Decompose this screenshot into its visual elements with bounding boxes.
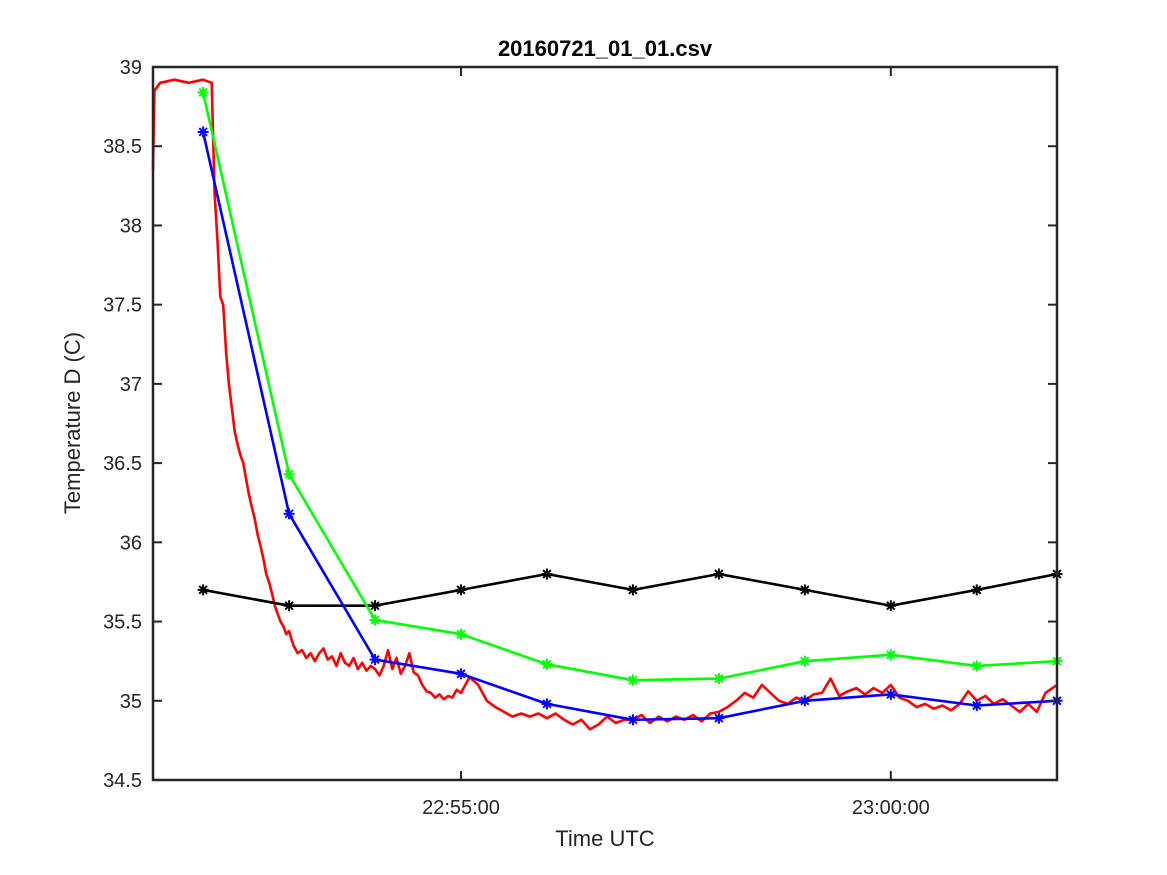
series-blue-trace <box>197 126 1063 726</box>
y-tick-label: 34.5 <box>103 770 142 792</box>
x-tick-label: 22:55:00 <box>422 797 500 819</box>
y-tick-label: 35.5 <box>103 612 142 634</box>
data-point-marker <box>369 600 381 612</box>
x-axis-label: Time UTC <box>555 826 655 851</box>
data-point-marker <box>713 712 725 724</box>
data-point-marker <box>455 584 467 596</box>
series-red-trace <box>151 78 1058 731</box>
data-point-marker <box>713 673 725 685</box>
data-point-marker <box>369 614 381 626</box>
data-point-marker <box>799 695 811 707</box>
series-line <box>201 131 1058 722</box>
data-point-marker <box>971 584 983 596</box>
y-axis-ticks: 34.5 35 35.5 36 36.5 37 37.5 38 38.5 39 <box>103 57 1057 792</box>
data-point-marker <box>197 126 209 138</box>
data-point-marker <box>627 714 639 726</box>
data-point-marker <box>541 698 553 710</box>
data-point-marker <box>283 508 295 520</box>
data-point-marker <box>971 660 983 672</box>
data-point-marker <box>455 668 467 680</box>
x-axis-ticks: 22:55:00 23:00:00 <box>422 67 930 819</box>
data-point-marker <box>971 700 983 712</box>
data-point-marker <box>369 654 381 666</box>
y-tick-label: 35 <box>120 691 142 713</box>
y-tick-label: 36.5 <box>103 453 142 475</box>
data-point-marker <box>885 688 897 700</box>
y-tick-label: 39 <box>120 57 142 79</box>
data-point-marker <box>627 674 639 686</box>
data-point-marker <box>799 584 811 596</box>
y-tick-label: 36 <box>120 532 142 554</box>
plot-area <box>151 78 1063 731</box>
data-point-marker <box>627 584 639 596</box>
data-point-marker <box>885 649 897 661</box>
data-point-marker <box>283 468 295 480</box>
plot-frame <box>151 65 1059 782</box>
data-point-marker <box>885 600 897 612</box>
series-black-trace <box>197 568 1063 612</box>
data-point-marker <box>541 568 553 580</box>
data-point-marker <box>799 655 811 667</box>
y-axis-label: Temperature D (C) <box>60 332 85 514</box>
y-tick-label: 38.5 <box>103 136 142 158</box>
data-point-marker <box>283 600 295 612</box>
y-tick-label: 37.5 <box>103 295 142 317</box>
x-tick-label: 23:00:00 <box>852 797 930 819</box>
y-tick-label: 38 <box>120 215 142 237</box>
series-green-trace <box>197 86 1063 686</box>
data-point-marker <box>197 584 209 596</box>
data-point-marker <box>541 658 553 670</box>
data-point-marker <box>455 628 467 640</box>
data-point-marker <box>713 568 725 580</box>
y-tick-label: 37 <box>120 374 142 396</box>
chart-title: 20160721_01_01.csv <box>498 36 713 61</box>
data-point-marker <box>197 86 209 98</box>
series-line <box>151 78 1058 731</box>
